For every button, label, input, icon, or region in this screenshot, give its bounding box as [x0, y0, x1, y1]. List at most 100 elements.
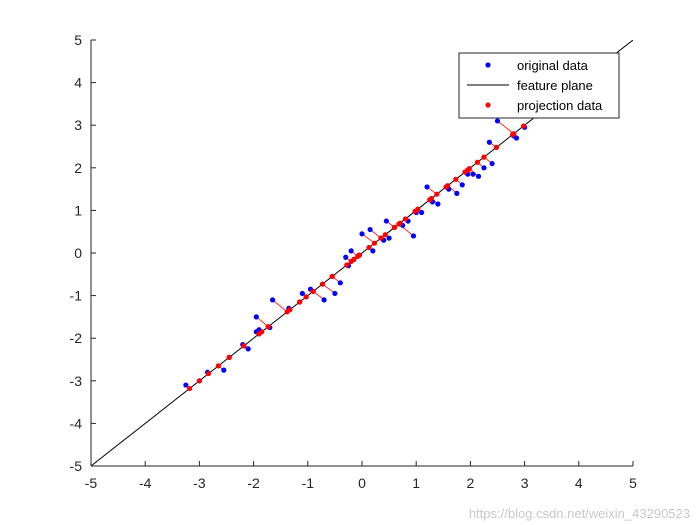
projection-data-point — [378, 235, 384, 241]
projection-data-point — [241, 343, 247, 349]
projection-data-point — [356, 252, 362, 258]
original-data-point — [424, 184, 430, 190]
y-tick-label: 3 — [74, 117, 82, 133]
original-data-point — [494, 118, 501, 124]
projection-data-point — [265, 324, 271, 330]
projection-data-point — [196, 378, 202, 384]
projection-data-point — [310, 288, 316, 294]
original-data-point — [367, 226, 373, 233]
projection-data-point — [351, 256, 357, 262]
original-data-point — [513, 135, 520, 141]
projection-data-point — [510, 131, 516, 138]
projection-data-point — [402, 216, 408, 222]
projection-data-point — [434, 191, 440, 197]
projection-data-point — [215, 363, 221, 369]
original-data-point — [321, 297, 327, 303]
projection-data-point — [287, 307, 293, 313]
projection-data-point — [226, 354, 232, 360]
legend: original data feature plane projection dat… — [458, 52, 620, 119]
projection-data-point — [206, 370, 212, 377]
projection-connector — [272, 299, 288, 313]
legend-label: feature plane — [517, 78, 593, 93]
projection-data-point — [319, 281, 326, 287]
axes: -5 -4 -3 -2 -1 0 1 2 3 4 5 -5 -4 -3 -2 -1 0 1 2 3 4 5 — [70, 32, 638, 491]
projection-data-point — [481, 154, 487, 160]
projection-data-point — [466, 166, 472, 172]
projection-data-point — [453, 176, 459, 182]
original-data-point — [481, 165, 487, 171]
y-tick-label: 5 — [74, 32, 82, 48]
original-data-point — [386, 235, 392, 241]
original-data-point — [348, 248, 354, 254]
x-tick-label: -2 — [247, 475, 260, 491]
projection-data-point — [344, 262, 350, 268]
legend-label: projection data — [517, 98, 603, 113]
original-data-point — [454, 190, 460, 196]
projection-data-point — [391, 224, 398, 231]
y-tick-label: -2 — [70, 330, 83, 346]
projection-connector — [497, 120, 515, 135]
projection-data-point — [445, 183, 451, 189]
projection-data-point — [382, 232, 388, 238]
x-tick-label: -4 — [139, 475, 152, 491]
legend-label: original data — [517, 58, 589, 73]
x-tick-label: -3 — [193, 475, 206, 491]
y-tick-label: 0 — [74, 245, 82, 261]
legend-dot-icon — [485, 102, 491, 108]
y-tick-label: -4 — [70, 415, 83, 431]
original-data-point — [459, 182, 465, 188]
original-data-point — [489, 160, 495, 167]
original-data-point — [221, 367, 227, 373]
x-tick-label: 2 — [467, 475, 475, 491]
original-data-point — [410, 233, 417, 239]
original-data-point — [435, 201, 441, 207]
x-tick-label: 0 — [358, 475, 366, 491]
projection-data-point — [371, 240, 378, 246]
watermark-text: https://blog.csdn.net/weixin_43290523 — [468, 506, 690, 521]
original-data-point — [470, 171, 476, 177]
legend-dot-icon — [485, 62, 491, 68]
projection-data-point — [396, 221, 402, 227]
original-data-point — [475, 173, 482, 179]
projection-data-point — [366, 244, 372, 251]
original-data-point — [419, 209, 425, 216]
original-data-point — [337, 280, 343, 286]
plot-area — [91, 40, 633, 466]
y-tick-label: 2 — [74, 160, 82, 176]
y-tick-label: 4 — [74, 75, 82, 91]
projection-data-point — [493, 144, 500, 150]
original-data-point — [253, 314, 259, 320]
original-data-point — [359, 231, 365, 237]
x-tick-label: 5 — [629, 475, 637, 491]
y-tick-label: 1 — [74, 202, 82, 218]
original-data-point — [332, 290, 338, 297]
y-tick-label: -3 — [70, 373, 83, 389]
x-tick-label: 3 — [521, 475, 529, 491]
y-tick-label: -5 — [70, 458, 83, 474]
projection-data-point — [187, 385, 193, 392]
projection-data-point — [329, 273, 335, 280]
original-data-point — [299, 290, 305, 297]
original-data-point — [486, 139, 492, 145]
x-tick-label: 4 — [575, 475, 583, 491]
x-tick-label: -1 — [302, 475, 315, 491]
projection-data-point — [415, 206, 421, 212]
y-tick-label: -1 — [70, 288, 83, 304]
original-data-point — [343, 254, 349, 260]
x-tick-label: 1 — [412, 475, 420, 491]
x-tick-label: -5 — [85, 475, 98, 491]
original-data-point — [383, 218, 389, 224]
projection-data-point — [259, 329, 265, 335]
projection-data-point — [474, 159, 481, 165]
projection-data-point — [297, 299, 303, 305]
projection-data-point — [520, 123, 527, 129]
original-data-point — [245, 346, 251, 352]
original-data-point — [370, 248, 376, 254]
original-data-point — [183, 382, 189, 388]
projection-data-point — [303, 294, 309, 300]
projection-data-point — [428, 195, 434, 202]
legend-box — [458, 52, 620, 119]
plot-clip-group — [91, 40, 633, 466]
original-data-point — [269, 297, 276, 303]
